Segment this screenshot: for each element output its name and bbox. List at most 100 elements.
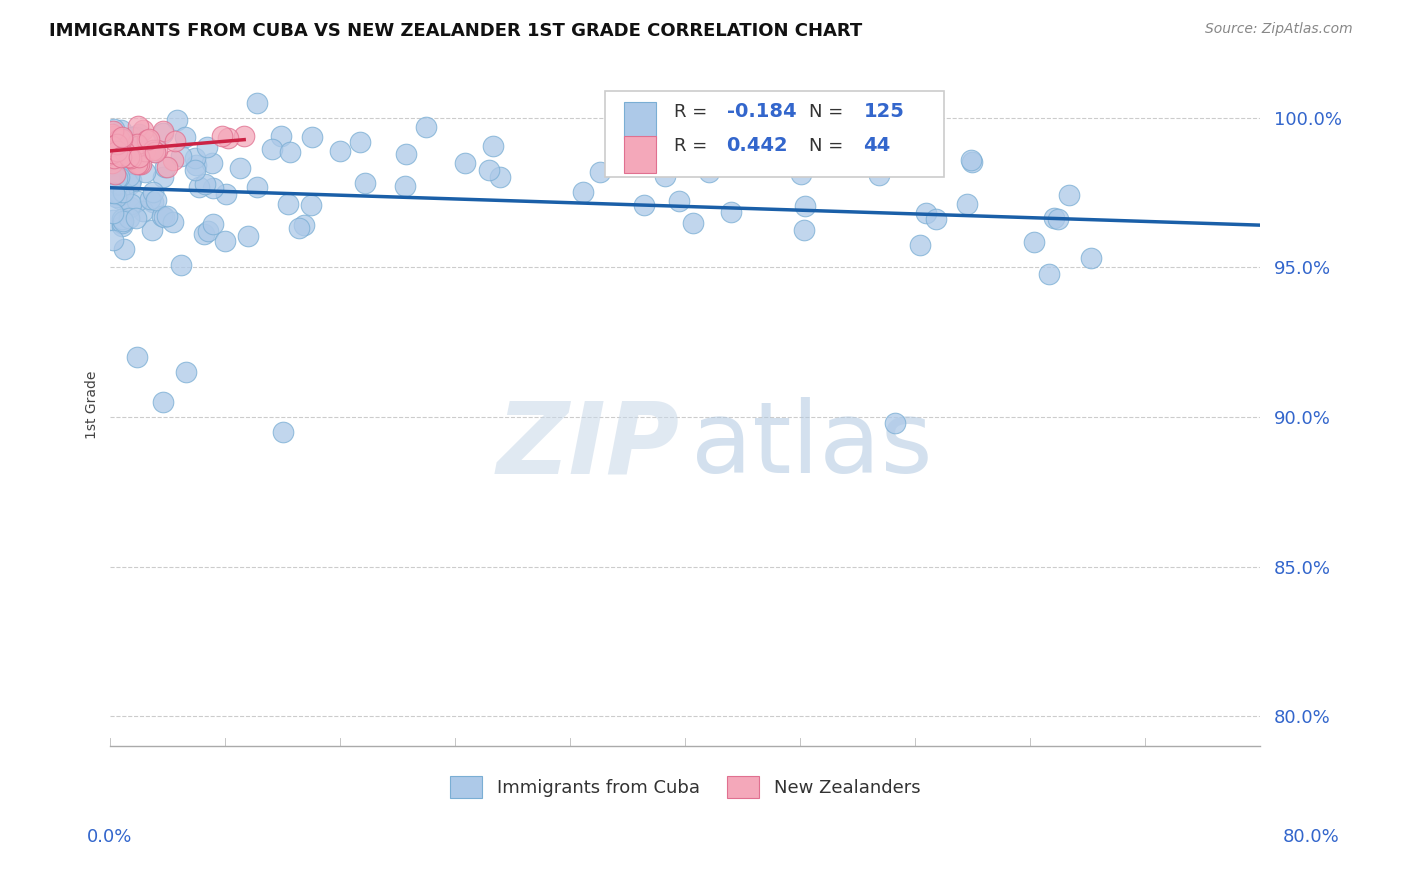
Point (110, 123, 132, 137)
Point (349, 135, 371, 149)
Point (108, 193, 131, 207)
Point (162, 153, 184, 167)
Point (292, 218, 315, 232)
Point (111, 132, 134, 146)
Point (120, 196, 142, 211)
Text: N =: N = (810, 136, 849, 155)
Point (1022, 235, 1045, 249)
Point (150, 209, 173, 223)
Point (1080, 251, 1102, 265)
Point (1057, 188, 1080, 202)
Point (960, 153, 983, 167)
Point (128, 156, 150, 170)
Point (152, 124, 174, 138)
Point (186, 158, 208, 172)
Point (122, 152, 145, 166)
Point (654, 169, 676, 183)
Point (107, 171, 129, 186)
Point (134, 144, 156, 158)
Point (194, 178, 217, 192)
Point (489, 170, 512, 185)
Text: Source: ZipAtlas.com: Source: ZipAtlas.com (1205, 22, 1353, 37)
Point (127, 350, 149, 364)
Point (103, 186, 125, 201)
Point (174, 365, 197, 379)
Point (394, 178, 416, 193)
Point (112, 147, 135, 161)
Point (125, 194, 148, 208)
Point (103, 213, 125, 227)
Point (162, 214, 184, 228)
Point (121, 153, 143, 168)
Point (914, 205, 936, 219)
Point (1038, 267, 1060, 281)
Point (1043, 211, 1066, 226)
Text: 0.442: 0.442 (727, 136, 789, 155)
Point (122, 144, 145, 158)
Text: atlas: atlas (690, 398, 932, 494)
Point (117, 141, 139, 155)
FancyBboxPatch shape (624, 102, 657, 139)
Point (108, 170, 131, 185)
Point (120, 173, 142, 187)
Point (114, 143, 136, 157)
Point (153, 210, 176, 224)
Point (246, 180, 269, 194)
Point (152, 395, 174, 409)
Point (214, 234, 236, 248)
Point (118, 169, 141, 183)
Point (273, 425, 295, 439)
Point (108, 188, 131, 202)
Point (120, 151, 142, 165)
Point (101, 128, 124, 142)
Text: 80.0%: 80.0% (1284, 828, 1340, 846)
Point (201, 156, 224, 170)
Point (278, 145, 301, 159)
Point (117, 156, 139, 170)
Point (229, 161, 252, 175)
Text: -0.184: -0.184 (727, 103, 796, 121)
Point (197, 224, 219, 238)
Point (103, 233, 125, 247)
Point (195, 139, 218, 153)
Point (111, 219, 134, 233)
FancyBboxPatch shape (624, 136, 657, 173)
Point (170, 258, 193, 272)
FancyBboxPatch shape (605, 91, 943, 177)
Point (682, 216, 704, 230)
Point (103, 129, 125, 144)
Point (218, 131, 240, 145)
Point (111, 216, 134, 230)
Point (138, 132, 160, 146)
Point (301, 129, 323, 144)
Point (101, 146, 124, 161)
Point (233, 129, 256, 144)
Point (633, 198, 655, 212)
Point (132, 144, 155, 158)
Point (697, 165, 720, 179)
Point (117, 211, 139, 225)
Point (103, 151, 125, 165)
Point (184, 163, 207, 178)
Text: R =: R = (673, 103, 713, 120)
Point (156, 160, 179, 174)
Point (353, 176, 375, 190)
Point (138, 193, 160, 207)
Point (395, 146, 418, 161)
Point (142, 143, 165, 157)
Point (110, 150, 132, 164)
Point (794, 199, 817, 213)
Point (125, 136, 148, 151)
Point (146, 143, 169, 157)
Point (111, 185, 134, 199)
Point (720, 205, 742, 219)
Point (478, 163, 501, 178)
Point (112, 214, 135, 228)
Text: 125: 125 (863, 103, 904, 121)
Point (187, 180, 209, 194)
Point (153, 160, 176, 174)
Point (132, 203, 155, 218)
Text: IMMIGRANTS FROM CUBA VS NEW ZEALANDER 1ST GRADE CORRELATION CHART: IMMIGRANTS FROM CUBA VS NEW ZEALANDER 1S… (49, 22, 862, 40)
Point (103, 152, 125, 166)
Point (956, 197, 979, 211)
